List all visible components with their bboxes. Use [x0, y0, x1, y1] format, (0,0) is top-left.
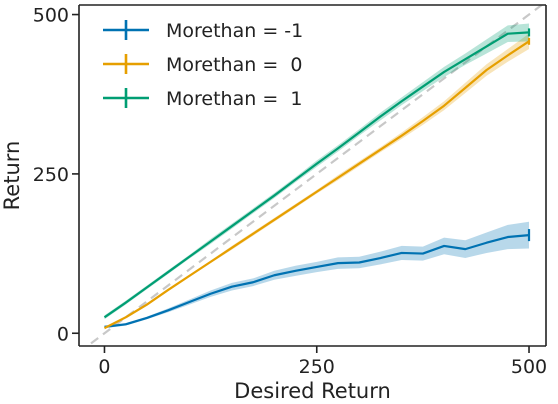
axes: 0 250 500 0 250 500 [33, 4, 547, 378]
reference-diagonal-line [85, 5, 544, 346]
x-axis-label: Desired Return [234, 379, 391, 403]
series-line-2 [103, 31, 530, 319]
y-axis-label: Return [0, 141, 24, 211]
x-tick-label-0: 0 [98, 356, 110, 378]
series-line-1 [103, 40, 530, 330]
y-tick-label-0: 0 [57, 323, 69, 345]
plot-area [85, 5, 544, 346]
series-line-0 [104, 233, 530, 328]
series-band-0 [104, 221, 530, 329]
legend-label-1: Morethan = 0 [166, 54, 302, 76]
y-tick-label-1: 250 [33, 164, 69, 186]
legend: Morethan = -1 Morethan = 0 Morethan = 1 [103, 20, 303, 110]
legend-label-2: Morethan = 1 [166, 88, 302, 110]
x-tick-label-2: 500 [511, 356, 547, 378]
x-tick-label-1: 250 [299, 356, 335, 378]
y-tick-label-2: 500 [33, 5, 69, 27]
legend-label-0: Morethan = -1 [166, 20, 303, 42]
series-band-2 [104, 23, 530, 320]
